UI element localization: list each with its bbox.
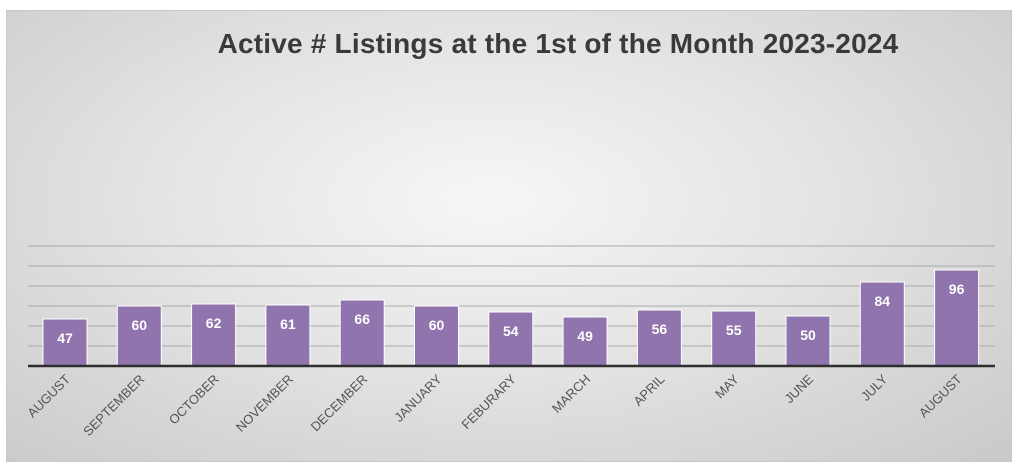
x-tick-label: MARCH (549, 372, 593, 416)
bar (711, 310, 757, 367)
x-tick-label: AUGUST (916, 371, 965, 420)
chart-area (6, 10, 1012, 462)
x-tick-label: NOVEMBER (233, 372, 296, 435)
data-label: 96 (949, 281, 965, 297)
x-tick-label: SEPTEMBER (80, 372, 147, 439)
x-tick-label: AUGUST (24, 371, 73, 420)
data-label: 50 (800, 327, 816, 343)
x-tick-label: APRIL (630, 372, 667, 409)
data-label: 62 (206, 315, 222, 331)
x-tick-label: MAY (712, 371, 742, 401)
x-tick-label: JUNE (782, 371, 817, 406)
x-tick-label: JANUARY (391, 371, 445, 425)
data-label: 60 (429, 317, 445, 333)
data-label: 66 (354, 311, 370, 327)
bar (488, 311, 534, 367)
x-tick-label: JULY (858, 371, 891, 404)
data-label: 54 (503, 323, 519, 339)
data-label: 84 (875, 293, 891, 309)
data-label: 49 (577, 328, 593, 344)
chart-title: Active # Listings at the 1st of the Mont… (217, 28, 899, 59)
bar (934, 269, 980, 367)
x-tick-label: FEBURARY (458, 371, 519, 432)
bar (265, 304, 311, 367)
data-label: 56 (652, 321, 668, 337)
bar (414, 305, 459, 367)
bar (636, 309, 682, 367)
data-label: 47 (57, 330, 73, 346)
data-label: 61 (280, 316, 296, 332)
bar (116, 305, 162, 367)
x-tick-label: OCTOBER (166, 372, 222, 428)
x-tick-label: DECEMBER (308, 372, 371, 435)
bar (191, 303, 237, 367)
data-label: 55 (726, 322, 742, 338)
data-label: 60 (132, 317, 148, 333)
bar (339, 299, 385, 367)
